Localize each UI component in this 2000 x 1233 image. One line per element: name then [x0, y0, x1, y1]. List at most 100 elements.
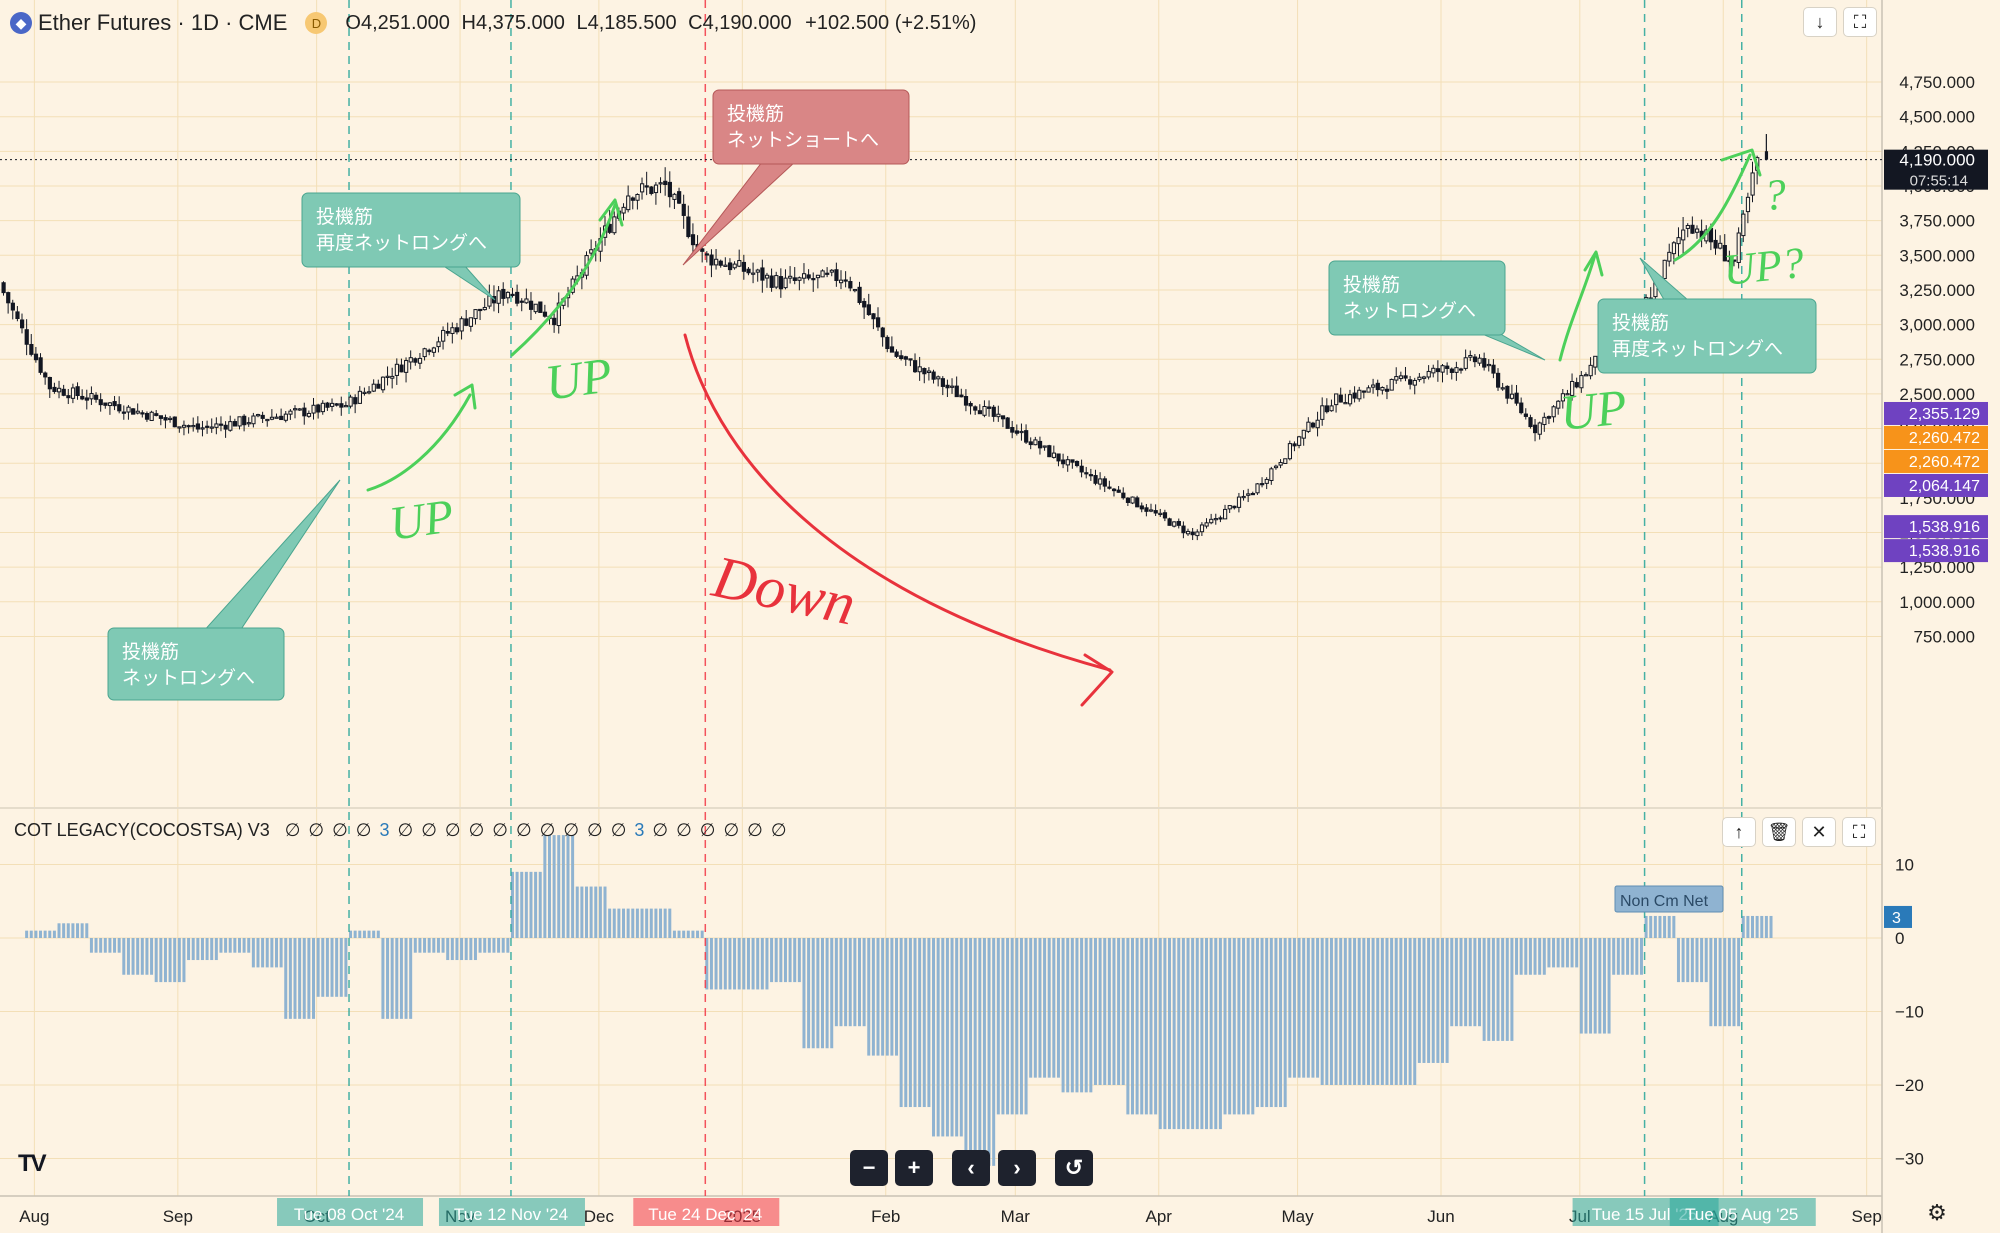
candle[interactable] — [797, 276, 802, 291]
candle[interactable] — [1477, 354, 1482, 366]
candle[interactable] — [1135, 495, 1140, 508]
candle[interactable] — [1662, 259, 1667, 283]
candle[interactable] — [510, 287, 515, 298]
candle[interactable] — [228, 415, 233, 432]
candle[interactable] — [1343, 393, 1348, 405]
candle[interactable] — [663, 167, 668, 196]
candle[interactable] — [1482, 352, 1487, 371]
scroll-forward-button[interactable]: › — [998, 1150, 1036, 1186]
candle[interactable] — [1181, 521, 1186, 539]
candle[interactable] — [1065, 455, 1070, 472]
candle[interactable] — [251, 412, 256, 428]
candle[interactable] — [404, 357, 409, 383]
candle[interactable] — [769, 268, 774, 292]
candle[interactable] — [140, 410, 145, 418]
candle[interactable] — [1260, 477, 1265, 488]
maximize-pane-button[interactable]: ⛶ — [1843, 7, 1877, 37]
candle[interactable] — [1500, 382, 1505, 391]
candle[interactable] — [690, 223, 696, 256]
candle[interactable] — [866, 293, 871, 316]
candle[interactable] — [1269, 466, 1274, 485]
candle[interactable] — [709, 249, 714, 278]
candle[interactable] — [950, 378, 955, 394]
candle[interactable] — [1366, 385, 1371, 393]
candle[interactable] — [1445, 362, 1450, 375]
candle[interactable] — [889, 336, 895, 353]
candle[interactable] — [589, 239, 594, 256]
candle[interactable] — [1297, 435, 1302, 449]
candle[interactable] — [260, 411, 265, 424]
candle[interactable] — [144, 411, 150, 422]
price-axis[interactable]: 4,750.0004,500.0004,250.0004,000.0003,75… — [1884, 73, 1988, 646]
candle[interactable] — [1176, 518, 1181, 529]
candle[interactable] — [1195, 529, 1200, 541]
candle[interactable] — [843, 271, 848, 288]
candle[interactable] — [686, 205, 691, 239]
candle[interactable] — [1324, 398, 1330, 414]
candle[interactable] — [1417, 373, 1422, 382]
candle[interactable] — [829, 269, 834, 277]
candle[interactable] — [667, 171, 672, 208]
candle[interactable] — [149, 410, 154, 421]
candle[interactable] — [922, 367, 927, 384]
candle[interactable] — [320, 400, 325, 415]
candle[interactable] — [191, 417, 196, 432]
candle[interactable] — [1745, 192, 1751, 224]
candle[interactable] — [931, 369, 936, 384]
candle[interactable] — [940, 376, 945, 396]
candle[interactable] — [1042, 445, 1047, 451]
candle[interactable] — [640, 177, 645, 200]
candle[interactable] — [200, 420, 205, 437]
candle[interactable] — [783, 269, 788, 290]
candle[interactable] — [1736, 227, 1741, 269]
candle[interactable] — [1565, 389, 1570, 396]
candle[interactable] — [1491, 359, 1496, 379]
candle[interactable] — [29, 334, 34, 357]
candle[interactable] — [1213, 513, 1218, 525]
candle[interactable] — [1190, 528, 1195, 541]
candle[interactable] — [788, 266, 793, 284]
candle[interactable] — [1412, 377, 1417, 395]
candle[interactable] — [880, 326, 885, 347]
candle[interactable] — [195, 416, 201, 433]
candle[interactable] — [441, 326, 446, 350]
candle[interactable] — [380, 376, 386, 393]
candle[interactable] — [1468, 350, 1473, 362]
candle[interactable] — [746, 267, 751, 276]
candle[interactable] — [274, 413, 279, 419]
candle[interactable] — [1459, 367, 1464, 374]
candle[interactable] — [681, 194, 686, 229]
candle[interactable] — [1019, 423, 1024, 441]
candle[interactable] — [394, 358, 399, 385]
candle[interactable] — [1218, 515, 1223, 523]
candle[interactable] — [1320, 397, 1325, 426]
candle[interactable] — [1153, 504, 1158, 516]
candle[interactable] — [1264, 477, 1269, 490]
candle[interactable] — [908, 358, 913, 367]
candle[interactable] — [1509, 384, 1515, 400]
candle[interactable] — [524, 288, 529, 304]
candle[interactable] — [107, 402, 113, 415]
zoom-in-button[interactable]: + — [895, 1150, 933, 1186]
candle[interactable] — [10, 299, 15, 320]
candle[interactable] — [265, 418, 270, 427]
candle[interactable] — [760, 259, 765, 293]
candle[interactable] — [959, 388, 964, 398]
candle[interactable] — [293, 405, 298, 419]
symbol-title[interactable]: Ether Futures · 1D · CME — [38, 10, 288, 35]
candle[interactable] — [1, 281, 6, 296]
cot-axis[interactable]: 10 0 −10 −20 −30 3 — [1884, 856, 1924, 1169]
candle[interactable] — [811, 272, 816, 292]
candle[interactable] — [61, 384, 66, 397]
candle[interactable] — [1375, 379, 1380, 397]
candle[interactable] — [1162, 509, 1168, 522]
candle[interactable] — [330, 398, 335, 412]
candle[interactable] — [209, 418, 214, 433]
candle[interactable] — [1056, 453, 1061, 467]
indicator-title[interactable]: COT LEGACY(COCOSTSA) V3 — [14, 820, 270, 840]
event-date-label[interactable]: Tue 12 Nov '24 — [438, 1198, 585, 1226]
candle[interactable] — [1287, 440, 1293, 461]
candle[interactable] — [1551, 405, 1556, 423]
